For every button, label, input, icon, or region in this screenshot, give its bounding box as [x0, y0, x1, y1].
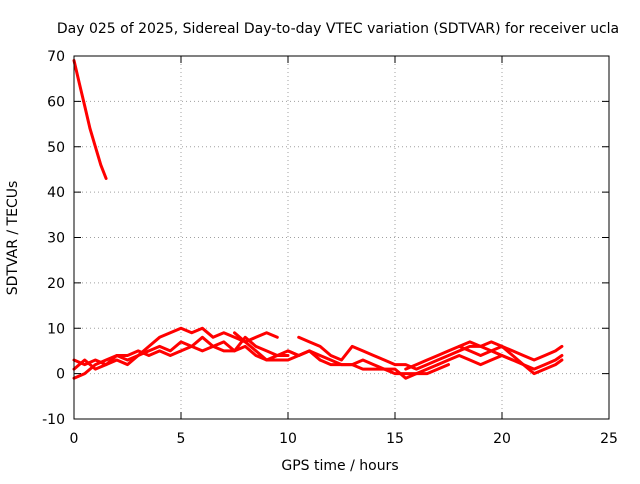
y-axis-label: SDTVAR / TECUs [5, 181, 21, 296]
y-tick-label: 60 [47, 94, 65, 110]
x-tick-label: 0 [70, 431, 79, 447]
x-tick-label: 5 [177, 431, 186, 447]
chart-title: Day 025 of 2025, Sidereal Day-to-day VTE… [57, 21, 619, 37]
series-line [436, 354, 564, 371]
grid [74, 56, 609, 419]
x-tick-label: 15 [386, 431, 404, 447]
y-tick-label: 10 [47, 321, 65, 337]
y-tick-label: 70 [47, 49, 65, 65]
series-line [457, 344, 564, 376]
x-tick-label: 20 [493, 431, 511, 447]
series-line [72, 59, 108, 180]
y-tick-label: 30 [47, 231, 65, 247]
series-line [72, 335, 322, 380]
series-line [404, 340, 564, 371]
y-tick-label: 0 [56, 367, 65, 383]
y-tick-label: 40 [47, 185, 65, 201]
x-axis-label: GPS time / hours [281, 458, 398, 474]
x-tick-label: 25 [600, 431, 618, 447]
series-layer [72, 59, 564, 380]
axis-ticks: -10 0 10 20 30 40 50 60 70 0 5 10 15 20 25 [42, 49, 618, 447]
x-tick-label: 10 [279, 431, 297, 447]
series-line [286, 349, 450, 380]
y-tick-label: 50 [47, 140, 65, 156]
y-tick-label: 20 [47, 276, 65, 292]
y-tick-label: -10 [42, 412, 65, 428]
